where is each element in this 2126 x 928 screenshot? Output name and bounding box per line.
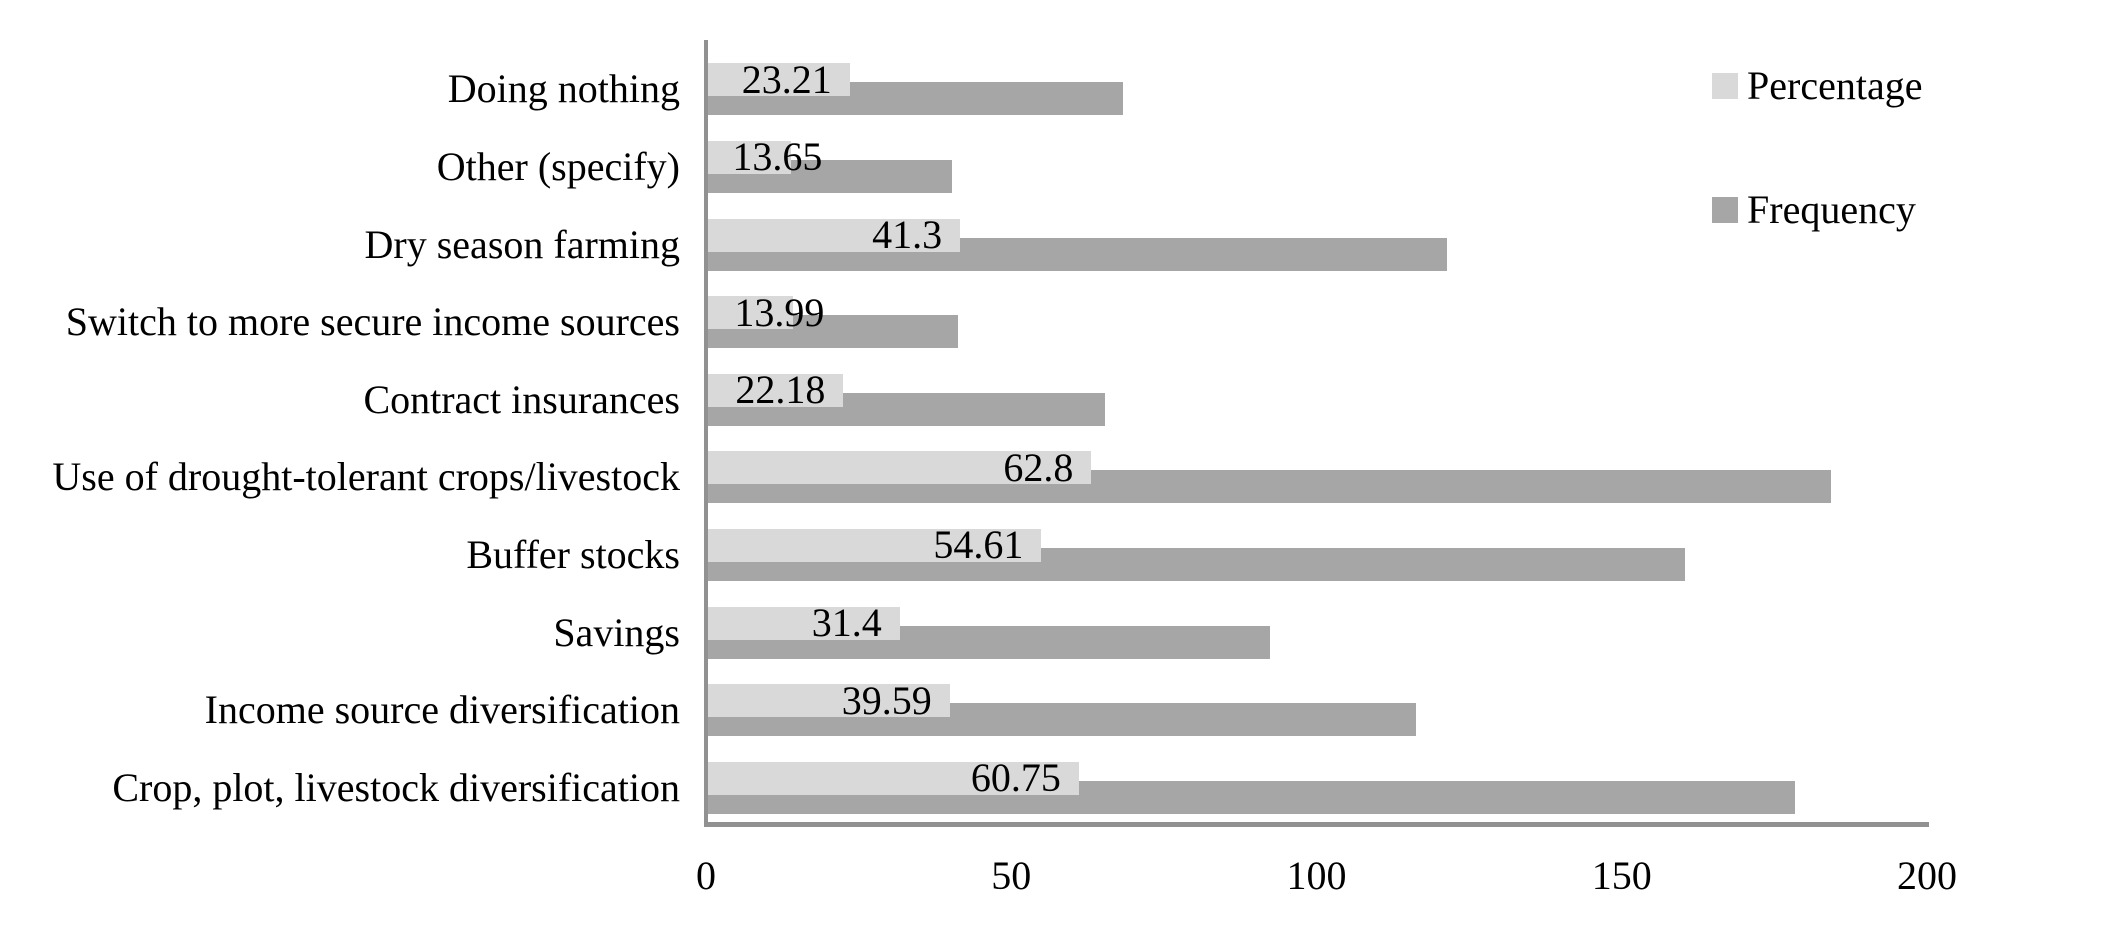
percentage-bar [708, 63, 850, 97]
category-label: Switch to more secure income sources [65, 299, 680, 345]
legend-label-percentage: Percentage [1747, 63, 1923, 108]
x-axis-line [704, 822, 1929, 827]
category-label: Crop, plot, livestock diversification [112, 764, 680, 810]
legend-item-frequency: Frequency [1712, 184, 1916, 236]
percentage-bar [708, 296, 794, 330]
category-label: Doing nothing [447, 66, 680, 112]
percentage-bar [708, 761, 1079, 795]
value-label: 23.21 [741, 56, 832, 102]
value-label: 62.8 [1003, 444, 1074, 490]
percentage-bar [708, 684, 950, 718]
category-label: Other (specify) [436, 143, 680, 189]
axis-tick-label: 150 [1591, 853, 1652, 898]
axis-tick-label: 0 [696, 853, 716, 898]
axis-tick-label: 100 [1286, 853, 1347, 898]
axis-tick-label: 200 [1897, 853, 1957, 898]
value-label: 22.18 [735, 367, 826, 413]
y-axis-line [704, 40, 708, 827]
category-label: Use of drought-tolerant crops/livestock [52, 454, 680, 500]
category-label: Income source diversification [204, 687, 680, 733]
percentage-bar [708, 218, 961, 252]
axis-tick-label: 50 [991, 853, 1032, 898]
percentage-bar [708, 140, 792, 174]
category-label: Contract insurances [363, 376, 680, 422]
legend-label-frequency: Frequency [1747, 187, 1916, 232]
category-label: Savings [553, 609, 680, 655]
category-label: Dry season farming [364, 221, 680, 267]
value-label: 41.3 [872, 212, 943, 257]
legend-swatch-frequency-icon [1712, 197, 1738, 223]
percentage-bar [708, 373, 844, 407]
value-label: 13.65 [732, 134, 823, 180]
legend-swatch-percentage-icon [1712, 73, 1738, 99]
value-label: 39.59 [841, 677, 932, 723]
legend-item-percentage: Percentage [1712, 60, 1922, 112]
value-label: 60.75 [970, 755, 1061, 801]
percentage-bar [708, 528, 1042, 562]
percentage-bar [708, 606, 900, 640]
value-label: 54.61 [933, 522, 1024, 568]
percentage-bar [708, 451, 1092, 485]
value-label: 31.4 [811, 600, 882, 645]
category-label: Buffer stocks [466, 531, 680, 577]
value-label: 13.99 [734, 289, 825, 335]
